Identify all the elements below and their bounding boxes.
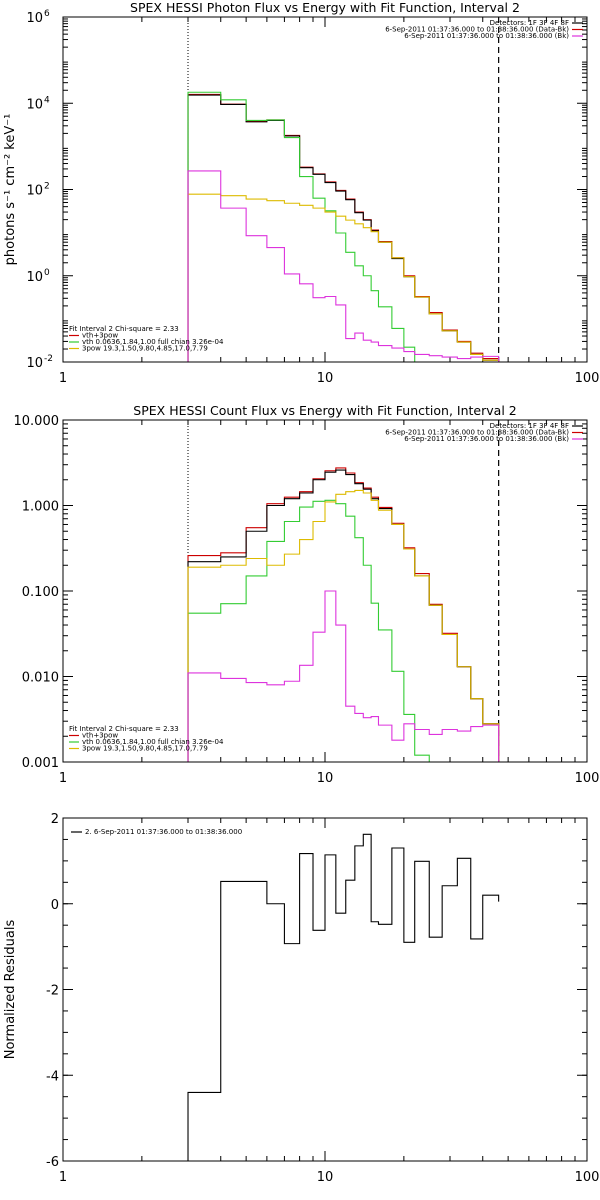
legend-entry: Fit Interval 2 Chi-square = 2.33 — [69, 725, 179, 733]
y-tick-label: -2 — [46, 984, 59, 999]
y-tick-label: 10 — [26, 11, 43, 26]
detector-header-line: 6-Sep-2011 01:37:36.000 to 01:38:36.000 … — [385, 429, 569, 437]
y-tick-label: 2 — [51, 812, 59, 827]
photon-y-axis-label: photons s⁻¹ cm⁻² keV⁻¹ — [3, 114, 18, 266]
series-power-step-line — [187, 193, 500, 362]
y-tick-label: 10 — [26, 270, 43, 285]
x-tick-label: 100 — [575, 371, 600, 386]
legend-entry: 2. 6-Sep-2011 01:37:36.000 to 01:38:36.0… — [85, 828, 242, 836]
y-tick-label: 0.100 — [22, 585, 59, 600]
y-tick-label: 1.000 — [22, 500, 59, 515]
y-tick-exponent: 6 — [44, 9, 50, 19]
y-tick-label: -4 — [46, 1069, 59, 1084]
resid-plot-area — [187, 833, 500, 1161]
series-power-step-line — [187, 489, 500, 762]
resid-y-axis-label: Normalized Residuals — [3, 920, 18, 1060]
y-tick-exponent: -2 — [44, 354, 53, 364]
series-vth-step-line — [187, 91, 416, 362]
resid-frame — [62, 817, 588, 1162]
count-chart: SPEX HESSI Count Flux vs Energy with Fit… — [14, 403, 600, 786]
y-tick-label: 0 — [51, 898, 59, 913]
y-tick-label: -6 — [46, 1155, 59, 1170]
count-title: SPEX HESSI Count Flux vs Energy with Fit… — [133, 403, 516, 418]
y-tick-exponent: 0 — [44, 268, 50, 278]
y-tick-base: 10 — [26, 97, 43, 112]
legend-entry: vth+3pow — [82, 332, 118, 340]
legend-entry: 3pow 19.3,1.50,9.80,4.85,17.0,7.79 — [82, 745, 208, 753]
x-tick-label: 10 — [317, 371, 334, 386]
count-frame — [62, 419, 588, 763]
detector-header-line: 6-Sep-2011 01:37:36.000 to 01:38:36.000 … — [404, 435, 569, 443]
legend-entry: vth+3pow — [82, 732, 118, 740]
photon-plot-area — [187, 17, 500, 362]
y-tick-base: 10 — [26, 356, 43, 371]
y-tick-label: 10 — [26, 184, 43, 199]
series-background-step-line — [187, 170, 500, 362]
legend-entry: vth 0.0636,1.84,1.00 full chian 3.26e-04 — [82, 738, 224, 746]
series-total-step-line — [187, 833, 500, 1161]
detector-header-line: Detectors: 1F 3F 4F 8F — [490, 422, 569, 430]
count-plot-area — [187, 420, 500, 762]
y-tick-base: 10 — [26, 270, 43, 285]
series-total-step-line — [187, 94, 500, 362]
detector-header-line: 6-Sep-2011 01:37:36.000 to 01:38:36.000 … — [404, 32, 569, 40]
x-tick-label: 10 — [317, 771, 334, 786]
photon-frame — [62, 16, 588, 363]
y-tick-label: 10 — [26, 356, 43, 371]
legend-entry: vth 0.0636,1.84,1.00 full chian 3.26e-04 — [82, 338, 224, 346]
detector-header-line: Detectors: 1F 3F 4F 8F — [490, 19, 569, 27]
y-tick-label: 0.001 — [22, 756, 59, 771]
y-tick-label: 0.010 — [22, 671, 59, 686]
legend-entry: 3pow 19.3,1.50,9.80,4.85,17.0,7.79 — [82, 345, 208, 353]
y-tick-base: 10 — [26, 184, 43, 199]
series-sum-step-line — [187, 467, 500, 762]
y-tick-exponent: 4 — [44, 95, 50, 105]
series-background-step-line — [187, 590, 500, 762]
x-tick-label: 1 — [59, 771, 67, 786]
x-tick-label: 100 — [575, 1170, 600, 1185]
series-sum-step-line — [187, 93, 500, 362]
photon-chart: SPEX HESSI Photon Flux vs Energy with Fi… — [3, 0, 599, 386]
y-tick-exponent: 2 — [44, 182, 50, 192]
series-vth-step-line — [187, 499, 430, 762]
y-tick-label: 10.000 — [14, 414, 60, 429]
x-tick-label: 1 — [59, 371, 67, 386]
photon-title: SPEX HESSI Photon Flux vs Energy with Fi… — [130, 0, 520, 15]
legend-entry: Fit Interval 2 Chi-square = 2.33 — [69, 325, 179, 333]
y-tick-base: 10 — [26, 11, 43, 26]
series-total-step-line — [187, 469, 500, 762]
x-tick-label: 100 — [575, 771, 600, 786]
detector-header-line: 6-Sep-2011 01:37:36.000 to 01:38:36.000 … — [385, 26, 569, 34]
y-tick-label: 10 — [26, 97, 43, 112]
resid-chart: 1 10 100 2 0 -2 -4 -6 Normalized Residuals 2. 6-S… — [3, 812, 599, 1185]
x-tick-label: 1 — [59, 1170, 67, 1185]
x-tick-label: 10 — [317, 1170, 334, 1185]
